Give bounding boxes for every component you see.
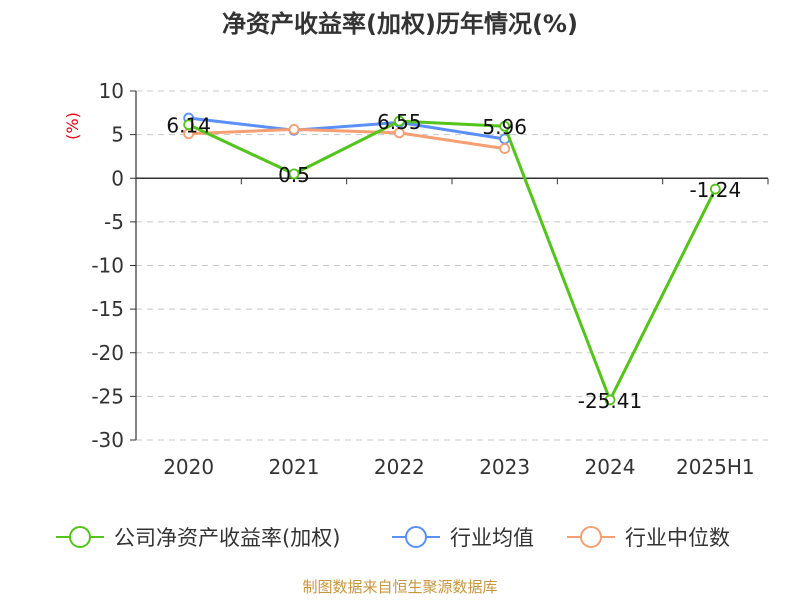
y-tick-label: -10 (91, 254, 124, 278)
x-tick-label: 2024 (585, 455, 636, 479)
data-point (499, 120, 511, 132)
x-tick-label: 2021 (269, 455, 320, 479)
data-label: 0.5 (278, 163, 310, 187)
y-tick-label: -15 (91, 297, 124, 321)
data-label: 6.14 (166, 114, 211, 138)
legend-marker (69, 526, 91, 548)
y-tick-label: -5 (104, 210, 124, 234)
legend-marker (405, 526, 427, 548)
source-note: 制图数据来自恒生聚源数据库 (302, 578, 497, 596)
x-tick-label: 2023 (479, 455, 530, 479)
data-label: 6.55 (377, 110, 422, 134)
legend-label: 行业均值 (450, 526, 534, 550)
y-tick-label: 0 (111, 166, 124, 190)
x-tick-label: 2025H1 (676, 455, 755, 479)
data-point (288, 168, 300, 180)
x-tick-label: 2022 (374, 455, 425, 479)
series-line (188, 119, 717, 402)
y-axis-unit-label: (%) (63, 112, 82, 140)
legend-label: 行业中位数 (625, 526, 730, 550)
data-point (393, 127, 405, 139)
data-label: -25.41 (578, 389, 642, 413)
data-point (183, 119, 195, 131)
chart-title: 净资产收益率(加权)历年情况(%) (222, 10, 578, 38)
y-axis-ticks: 10 5 0 -5 -10 -15 -20 -25 -30 (91, 79, 136, 452)
y-tick-label: -20 (91, 341, 124, 365)
y-tick-label: 5 (111, 123, 124, 147)
y-tick-label: 10 (99, 79, 124, 103)
series-line (188, 116, 505, 141)
data-label: 5.96 (482, 115, 527, 139)
y-tick-label: -25 (91, 384, 124, 408)
legend-marker (580, 526, 602, 548)
legend: 公司净资产收益率(加权) 行业均值 行业中位数 (56, 526, 730, 550)
data-point (393, 115, 405, 127)
legend-label: 公司净资产收益率(加权) (114, 526, 340, 550)
data-point (604, 394, 616, 406)
series-line (188, 127, 505, 151)
data-label: -1.24 (689, 178, 741, 202)
data-point (288, 123, 300, 135)
series-group (183, 112, 721, 406)
data-point (709, 183, 721, 195)
data-point (499, 143, 511, 154)
y-tick-label: -30 (91, 428, 124, 452)
x-axis-ticks: 2020 2021 2022 2023 2024 2025H1 (135, 178, 769, 479)
x-tick-label: 2020 (163, 455, 214, 479)
data-labels: 6.14 0.5 6.55 5.96 -25.41 -1.24 (166, 110, 741, 413)
